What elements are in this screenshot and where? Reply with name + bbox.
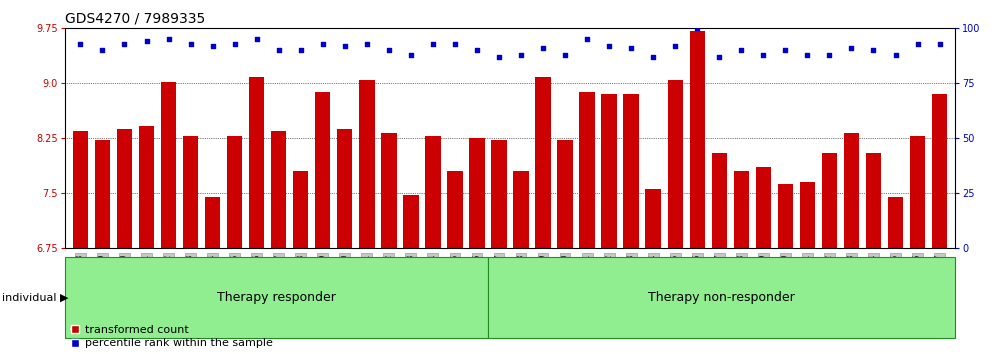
Point — [689, 25, 705, 31]
Bar — [866, 153, 881, 248]
Bar — [95, 140, 110, 248]
Point — [381, 47, 397, 53]
Bar — [756, 167, 771, 248]
Bar — [469, 138, 485, 248]
Legend: transformed count, percentile rank within the sample: transformed count, percentile rank withi… — [71, 325, 273, 348]
Point — [601, 43, 617, 49]
Bar — [139, 126, 154, 248]
Point — [821, 52, 837, 57]
Point — [337, 43, 353, 49]
Text: Therapy responder: Therapy responder — [217, 291, 336, 304]
Point — [733, 47, 749, 53]
Bar — [161, 82, 176, 248]
Point — [799, 52, 815, 57]
Point — [843, 45, 859, 51]
Point — [425, 41, 441, 46]
Point — [249, 36, 265, 42]
Bar — [778, 184, 793, 248]
Point — [116, 41, 132, 46]
Bar — [271, 131, 286, 248]
Point — [72, 41, 88, 46]
Point — [403, 52, 419, 57]
Point — [535, 45, 551, 51]
Point — [491, 54, 507, 60]
Point — [579, 36, 595, 42]
Bar — [117, 129, 132, 248]
Text: individual ▶: individual ▶ — [2, 292, 68, 302]
Bar — [557, 140, 573, 248]
Text: Therapy non-responder: Therapy non-responder — [648, 291, 795, 304]
Point — [755, 52, 771, 57]
Bar — [932, 94, 947, 248]
Point — [888, 52, 904, 57]
Point — [667, 43, 683, 49]
Bar — [513, 171, 529, 248]
Bar — [910, 136, 925, 248]
Bar — [734, 171, 749, 248]
Bar — [491, 140, 507, 248]
Bar — [888, 196, 903, 248]
Point — [161, 36, 177, 42]
Bar — [337, 129, 352, 248]
Bar — [359, 80, 375, 248]
Bar — [249, 77, 264, 248]
Point — [469, 47, 485, 53]
Point — [293, 47, 309, 53]
Point — [910, 41, 926, 46]
Point — [315, 41, 331, 46]
Point — [94, 47, 110, 53]
Point — [139, 39, 155, 44]
Point — [623, 45, 639, 51]
Bar — [712, 153, 727, 248]
Point — [557, 52, 573, 57]
Bar — [293, 171, 308, 248]
Bar — [844, 133, 859, 248]
Bar — [535, 77, 551, 248]
Bar — [668, 80, 683, 248]
Bar — [403, 195, 419, 248]
Point — [645, 54, 661, 60]
Bar — [601, 94, 617, 248]
Point — [711, 54, 727, 60]
Bar — [690, 30, 705, 248]
Point — [777, 47, 793, 53]
Bar — [183, 136, 198, 248]
FancyBboxPatch shape — [65, 257, 488, 338]
Bar — [73, 131, 88, 248]
Point — [271, 47, 287, 53]
Point — [183, 41, 199, 46]
Bar — [447, 171, 463, 248]
Point — [205, 43, 221, 49]
Bar — [315, 92, 330, 248]
Point — [359, 41, 375, 46]
Point — [227, 41, 243, 46]
Point — [865, 47, 881, 53]
Bar — [205, 196, 220, 248]
Text: GDS4270 / 7989335: GDS4270 / 7989335 — [65, 12, 205, 26]
Bar — [425, 136, 441, 248]
Bar — [645, 189, 661, 248]
Bar — [381, 133, 397, 248]
Bar — [800, 182, 815, 248]
Bar — [227, 136, 242, 248]
FancyBboxPatch shape — [488, 257, 955, 338]
Point — [447, 41, 463, 46]
Point — [513, 52, 529, 57]
Bar — [579, 92, 595, 248]
Point — [932, 41, 948, 46]
Bar — [822, 153, 837, 248]
Bar — [623, 94, 639, 248]
